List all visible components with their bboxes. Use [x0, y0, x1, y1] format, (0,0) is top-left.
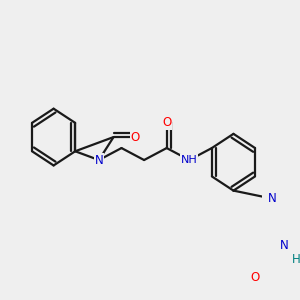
- Text: N: N: [94, 154, 103, 166]
- Text: H: H: [292, 253, 300, 266]
- Text: O: O: [250, 271, 260, 284]
- Text: N: N: [279, 239, 288, 252]
- Text: O: O: [130, 130, 140, 144]
- Text: N: N: [268, 192, 276, 205]
- Text: O: O: [162, 116, 171, 129]
- Text: NH: NH: [181, 155, 198, 165]
